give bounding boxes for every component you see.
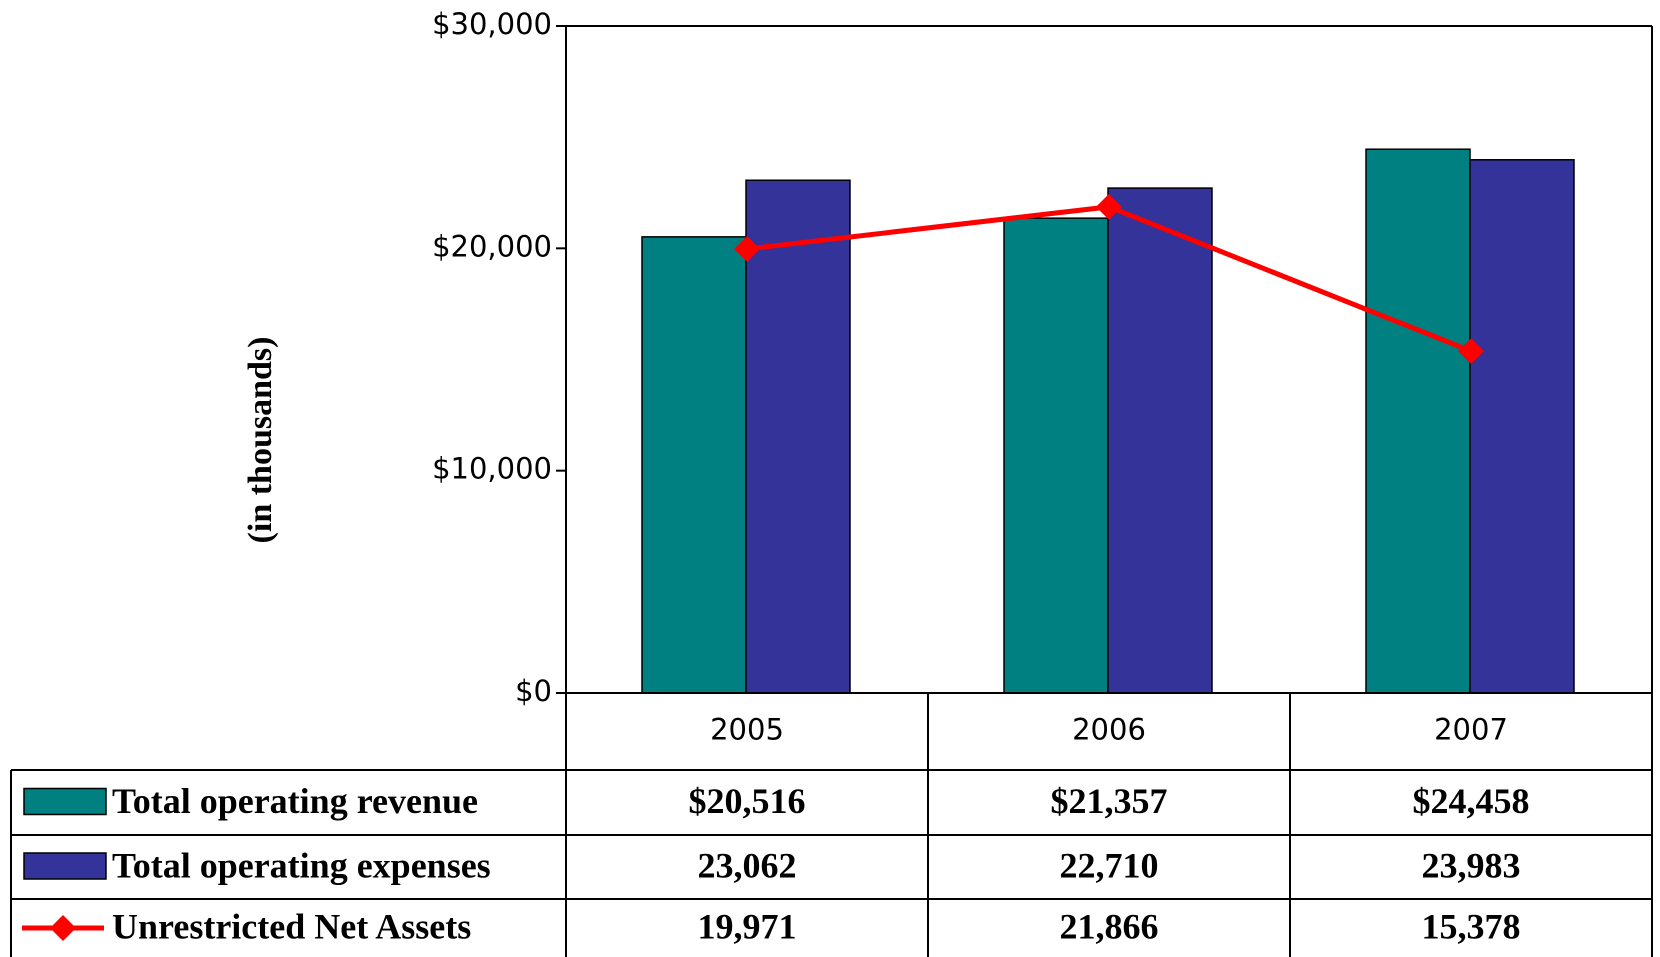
table-value: 19,971	[698, 906, 797, 946]
legend-marker	[50, 915, 76, 941]
table-value: $21,357	[1051, 781, 1168, 821]
bar	[641, 236, 747, 694]
y-tick-label: $30,000	[432, 7, 552, 41]
marker	[1458, 338, 1484, 365]
x-tick-label: 2005	[710, 713, 784, 747]
table-value: 23,062	[698, 845, 797, 885]
table-value: $20,516	[689, 781, 806, 821]
bar	[745, 179, 851, 694]
y-tick-label: $10,000	[432, 452, 552, 486]
y-tick-label: $20,000	[432, 229, 552, 263]
table-value: 15,378	[1422, 906, 1521, 946]
table-value: 22,710	[1060, 845, 1159, 885]
x-tick-label: 2006	[1072, 713, 1146, 747]
legend-label: Total operating revenue	[112, 781, 478, 821]
marker	[734, 235, 760, 262]
marker	[1096, 193, 1122, 220]
table-value: $24,458	[1413, 781, 1530, 821]
bar	[1003, 217, 1109, 694]
table-value: 21,866	[1060, 906, 1159, 946]
legend-swatch	[23, 852, 107, 880]
y-axis-label: (in thousands)	[242, 337, 279, 544]
legend-swatch	[23, 787, 107, 816]
bar	[1469, 159, 1575, 694]
legend-label: Unrestricted Net Assets	[112, 906, 471, 946]
legend-label: Total operating expenses	[112, 845, 491, 885]
bar	[1107, 187, 1213, 694]
x-tick-label: 2007	[1434, 713, 1508, 747]
table-value: 23,983	[1422, 845, 1521, 885]
bar	[1365, 148, 1471, 694]
y-tick-label: $0	[515, 674, 552, 708]
